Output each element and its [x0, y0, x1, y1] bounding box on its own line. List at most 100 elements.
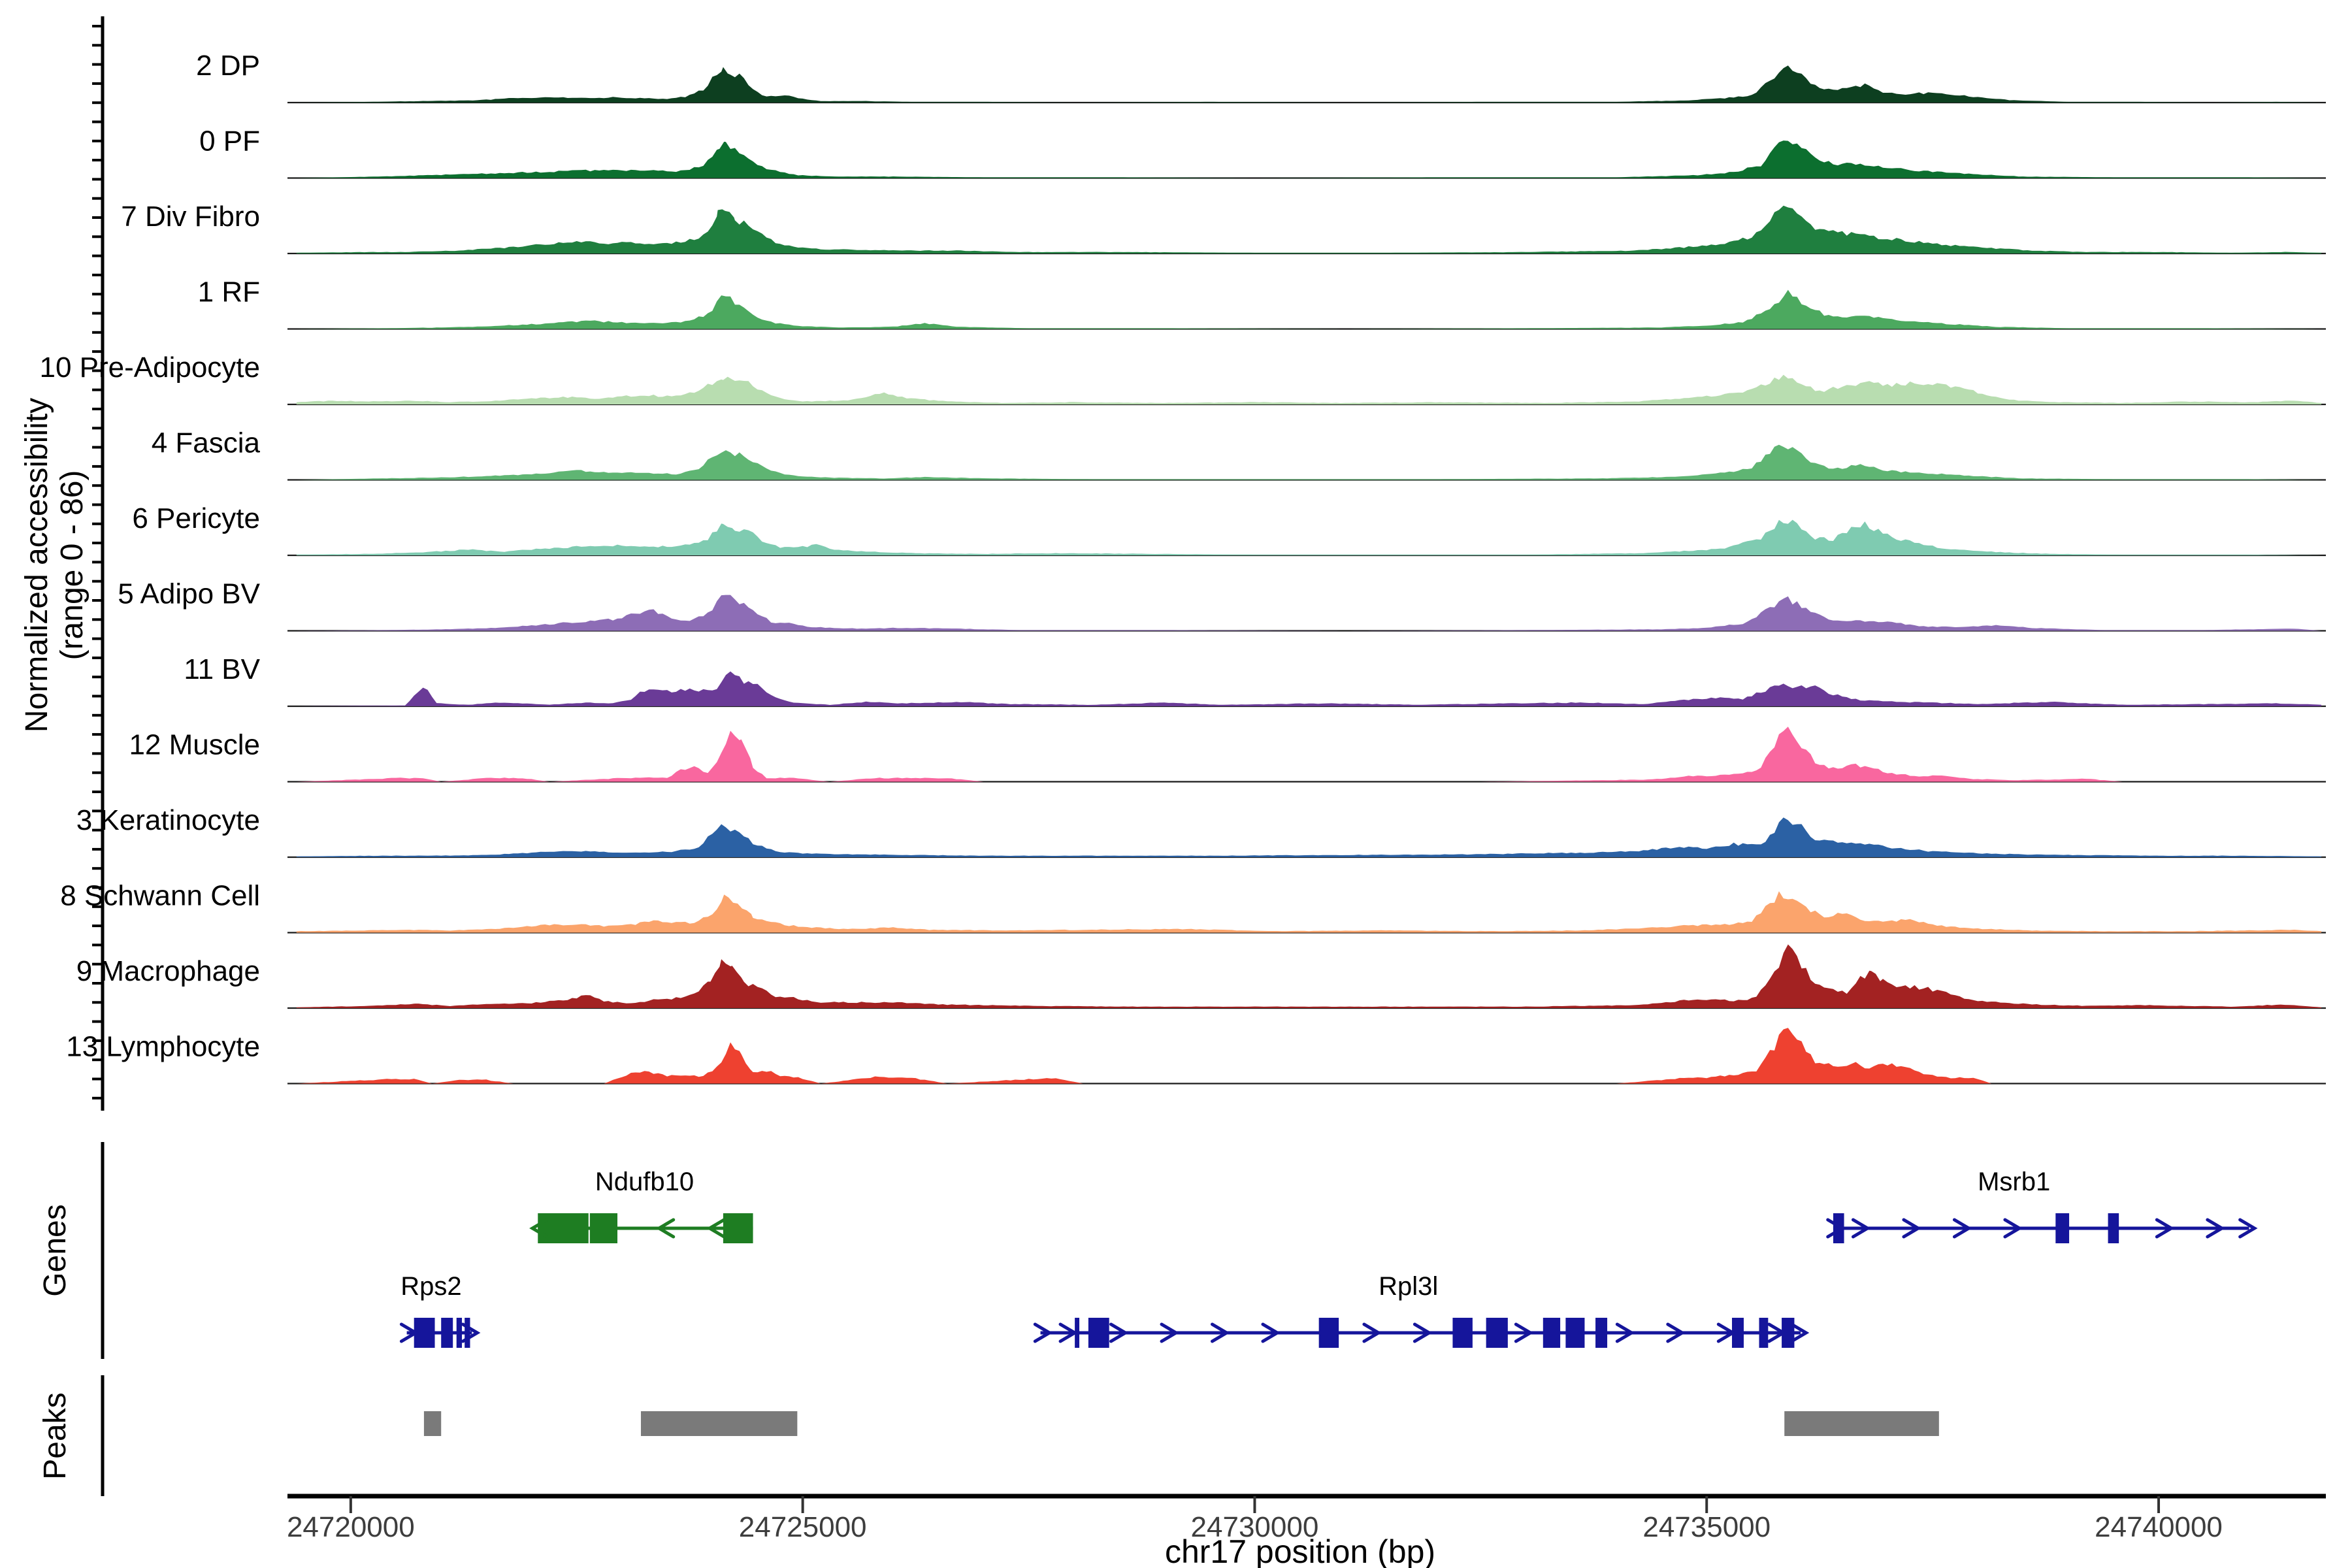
- track-label-12-muscle: 12 Muscle: [129, 729, 260, 761]
- coverage-area-5-adipo-bv: [296, 595, 2322, 631]
- strand-arrow-icon: [1033, 1322, 1053, 1343]
- strand-arrow-icon: [529, 1218, 549, 1239]
- x-tick-label-24730000: 24730000: [1191, 1511, 1319, 1543]
- gene-exon: [1565, 1318, 1585, 1348]
- strand-arrow-icon: [1716, 1322, 1737, 1343]
- coverage-area-6-pericyte: [296, 519, 2322, 555]
- track-label-5-adipo-bv: 5 Adipo BV: [118, 578, 260, 610]
- track-label-13-lymphocyte: 13 Lymphocyte: [66, 1031, 260, 1063]
- coverage-area-0-pf: [296, 140, 2322, 178]
- coverage-area-10-pre-adipocyte: [296, 374, 2322, 404]
- strand-arrow-icon: [1615, 1322, 1635, 1343]
- coverage-area-8-schwann-cell: [296, 891, 2322, 933]
- coverage-area-9-macrophage: [296, 944, 2322, 1008]
- track-label-7-div-fibro: 7 Div Fibro: [121, 201, 260, 233]
- strand-arrow-icon: [1666, 1322, 1686, 1343]
- gene-exon: [1318, 1318, 1339, 1348]
- strand-arrow-icon: [1952, 1218, 1972, 1239]
- gene-exon: [2108, 1213, 2119, 1243]
- gene-exon: [723, 1213, 753, 1243]
- strand-arrow-icon: [1413, 1322, 1433, 1343]
- track-label-6-pericyte: 6 Pericyte: [132, 502, 260, 534]
- strand-arrow-icon: [1514, 1322, 1534, 1343]
- genes-group: Ndufb10 Msrb1 Rps2 Rpl3l: [399, 1168, 2258, 1348]
- strand-arrow-icon: [1826, 1218, 1846, 1239]
- coverage-tracks-group: 2 DP 0 PF 7 Div Fibro 1 RF 10 Pre-Adipocyte 4…: [39, 50, 2326, 1085]
- gene-exon: [589, 1213, 618, 1243]
- x-axis-title: chr17 position (bp): [1165, 1533, 1435, 1568]
- track-label-0-pf: 0 PF: [199, 125, 260, 157]
- gene-exon: [538, 1213, 589, 1243]
- gene-exon: [2055, 1213, 2070, 1243]
- strand-arrow-icon: [399, 1322, 419, 1343]
- y-axis-label-line2: (range 0 - 86): [55, 470, 90, 661]
- gene-exon: [1759, 1318, 1769, 1348]
- strand-arrow-icon: [1160, 1322, 1179, 1343]
- coverage-area-2-dp: [296, 65, 2322, 103]
- gene-exon: [1731, 1318, 1744, 1348]
- coverage-area-7-div-fibro: [296, 205, 2322, 253]
- strand-arrow-icon: [1109, 1322, 1129, 1343]
- gene-exon: [465, 1318, 470, 1348]
- x-axis-ticks: 24720000 24725000 24730000 24735000 24740000: [287, 1496, 2223, 1543]
- x-tick-label-24735000: 24735000: [1642, 1511, 1771, 1543]
- x-tick-label-24720000: 24720000: [287, 1511, 415, 1543]
- strand-arrow-icon: [706, 1218, 726, 1239]
- coverage-area-13-lymphocyte: [296, 1028, 2322, 1084]
- strand-arrow-icon: [1902, 1218, 1921, 1239]
- strand-arrow-icon: [461, 1322, 481, 1343]
- strand-arrow-icon: [2206, 1218, 2225, 1239]
- gene-exon: [1088, 1318, 1109, 1348]
- gene-exon: [1452, 1318, 1473, 1348]
- strand-arrow-icon: [655, 1218, 676, 1239]
- gene-exon: [441, 1318, 453, 1348]
- track-label-10-pre-adipocyte: 10 Pre-Adipocyte: [39, 351, 260, 384]
- track-label-4-fascia: 4 Fascia: [152, 427, 261, 459]
- track-label-9-macrophage: 9 Macrophage: [76, 955, 260, 987]
- strand-arrow-icon: [2238, 1218, 2258, 1239]
- strand-arrow-icon: [1362, 1322, 1382, 1343]
- gene-label-rps2: Rps2: [400, 1272, 461, 1301]
- gene-exon: [1486, 1318, 1508, 1348]
- strand-arrow-icon: [2155, 1218, 2175, 1239]
- strand-arrow-icon: [2003, 1218, 2023, 1239]
- gene-ndufb10: Ndufb10: [529, 1168, 753, 1243]
- gene-msrb1: Msrb1: [1826, 1168, 2258, 1243]
- peaks-section-label: Peaks: [38, 1392, 73, 1479]
- strand-arrow-icon: [1261, 1322, 1281, 1343]
- strand-arrow-icon: [1851, 1218, 1871, 1239]
- x-tick-label-24740000: 24740000: [2095, 1511, 2223, 1543]
- gene-exon: [1595, 1318, 1608, 1348]
- track-label-11-bv: 11 BV: [184, 653, 260, 685]
- gene-rpl3l: Rpl3l: [1033, 1272, 1810, 1348]
- coverage-area-4-fascia: [296, 444, 2322, 480]
- peak-bar: [1784, 1411, 1939, 1436]
- track-label-3-keratinocyte: 3 Keratinocyte: [76, 804, 260, 836]
- accessibility-axis-ticks: [92, 25, 103, 1100]
- coverage-area-3-keratinocyte: [296, 817, 2322, 857]
- strand-arrow-icon: [1789, 1322, 1810, 1343]
- genes-section-label: Genes: [38, 1204, 73, 1296]
- gene-exon: [456, 1318, 463, 1348]
- gene-exon: [1833, 1213, 1844, 1243]
- peak-bar: [423, 1411, 442, 1436]
- gene-label-ndufb10: Ndufb10: [595, 1168, 694, 1196]
- strand-arrow-icon: [1058, 1322, 1078, 1343]
- coverage-area-11-bv: [296, 671, 2322, 706]
- gene-label-msrb1: Msrb1: [1978, 1168, 2050, 1196]
- x-tick-label-24725000: 24725000: [739, 1511, 867, 1543]
- gene-label-rpl3l: Rpl3l: [1379, 1272, 1438, 1301]
- strand-arrow-icon: [1767, 1322, 1787, 1343]
- track-label-8-schwann-cell: 8 Schwann Cell: [60, 880, 260, 912]
- track-label-1-rf: 1 RF: [198, 276, 260, 308]
- gene-rps2: Rps2: [399, 1272, 481, 1348]
- track-label-2-dp: 2 DP: [196, 50, 260, 82]
- strand-arrow-icon: [1210, 1322, 1230, 1343]
- coverage-area-1-rf: [296, 289, 2322, 329]
- peak-bar: [640, 1411, 798, 1436]
- gene-exon: [1543, 1318, 1561, 1348]
- y-axis-label-line1: Normalized accessibility: [20, 398, 54, 732]
- coverage-area-12-muscle: [296, 727, 2322, 782]
